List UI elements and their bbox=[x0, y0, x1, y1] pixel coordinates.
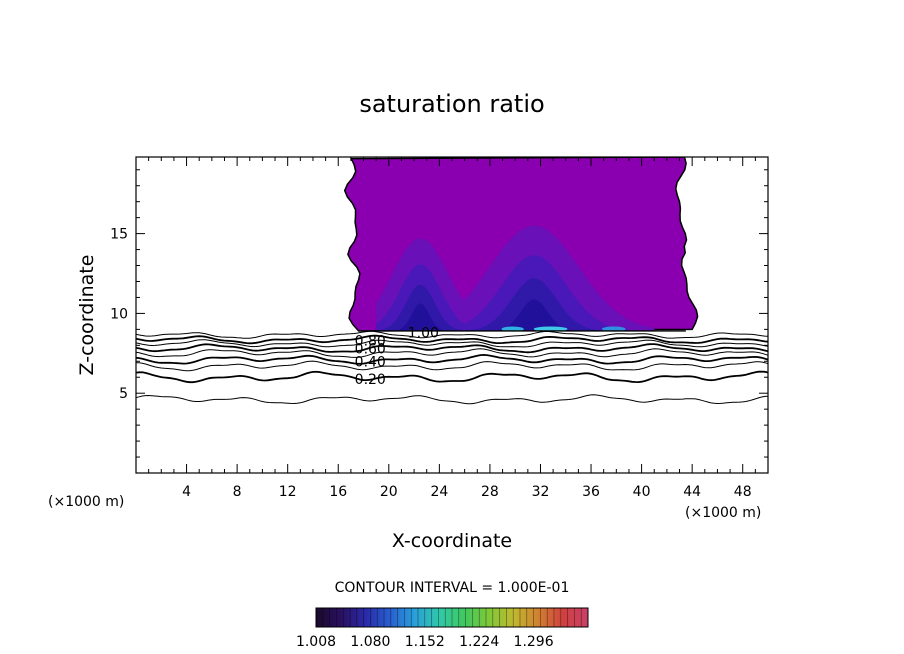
x-tick-label: 12 bbox=[279, 484, 297, 500]
y-tick-label: 5 bbox=[119, 386, 128, 402]
y-tick-label: 10 bbox=[110, 306, 128, 322]
chart-title: saturation ratio bbox=[359, 90, 544, 118]
contour-line bbox=[136, 394, 768, 405]
x-tick-label: 20 bbox=[380, 484, 398, 500]
x-tick-label: 44 bbox=[683, 484, 701, 500]
x-tick-label: 24 bbox=[430, 484, 448, 500]
fill-level-5 bbox=[376, 299, 655, 331]
y-tick-label: 15 bbox=[110, 227, 128, 243]
x-tick-label: 36 bbox=[582, 484, 600, 500]
contour-line bbox=[136, 353, 768, 365]
colorbar-labels: 1.008 1.080 1.152 1.224 1.296 bbox=[296, 634, 554, 650]
contour-line bbox=[136, 348, 768, 358]
contour-label: 1.00 bbox=[408, 326, 439, 342]
x-tick-label: 48 bbox=[734, 484, 752, 500]
x-tick-label: 8 bbox=[233, 484, 242, 500]
x-axis-label: X-coordinate bbox=[392, 530, 512, 552]
contour-line bbox=[136, 339, 768, 348]
filled-region bbox=[343, 157, 699, 332]
contour-labels: 0.20 0.400.600.80 1.00 bbox=[355, 326, 439, 388]
colorbar-tick-label: 1.224 bbox=[459, 634, 499, 650]
x-units-left: (×1000 m) bbox=[48, 494, 124, 510]
x-tick-label: 16 bbox=[329, 484, 347, 500]
contour-label: 0.80 bbox=[355, 334, 386, 350]
colorbar-stripes bbox=[315, 608, 589, 627]
contour-label: 0.60 bbox=[355, 342, 386, 358]
contour-label: 0.40 bbox=[355, 354, 386, 370]
fill-level-3 bbox=[376, 255, 655, 331]
x-tick-label: 28 bbox=[481, 484, 499, 500]
contour-label: 0.20 bbox=[355, 372, 386, 388]
colorbar-frame bbox=[315, 607, 589, 628]
y-axis-label: Z-coordinate bbox=[76, 255, 98, 376]
x-tick-label: 40 bbox=[633, 484, 651, 500]
contour-interval-text: CONTOUR INTERVAL = 1.000E-01 bbox=[335, 580, 570, 596]
x-units-right: (×1000 m) bbox=[685, 505, 761, 521]
contour-lines bbox=[136, 330, 768, 405]
colorbar-tick-label: 1.008 bbox=[296, 634, 336, 650]
fill-level-4 bbox=[376, 278, 655, 331]
x-tick-label: 4 bbox=[182, 484, 191, 500]
colorbar: 1.008 1.080 1.152 1.224 1.296 bbox=[296, 607, 589, 650]
x-tick-label: 32 bbox=[532, 484, 550, 500]
contour-line bbox=[136, 370, 768, 384]
contour-line bbox=[136, 343, 768, 354]
contour-line bbox=[136, 334, 768, 345]
colorbar-tick-label: 1.080 bbox=[350, 634, 390, 650]
contour-line bbox=[136, 360, 768, 372]
contour-line bbox=[136, 330, 768, 339]
colorbar-tick-label: 1.152 bbox=[405, 634, 445, 650]
colorbar-tick-label: 1.296 bbox=[514, 634, 554, 650]
